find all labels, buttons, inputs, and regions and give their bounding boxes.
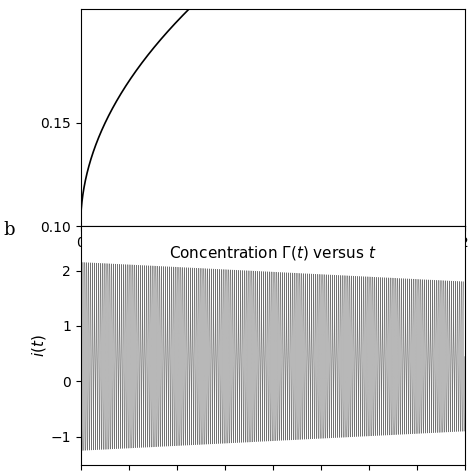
Text: Concentration $\Gamma(t)$ versus $t$: Concentration $\Gamma(t)$ versus $t$ bbox=[169, 244, 376, 262]
X-axis label: $t$: $t$ bbox=[268, 251, 277, 267]
Text: b: b bbox=[4, 221, 15, 239]
Y-axis label: $i(t)$: $i(t)$ bbox=[29, 334, 47, 357]
